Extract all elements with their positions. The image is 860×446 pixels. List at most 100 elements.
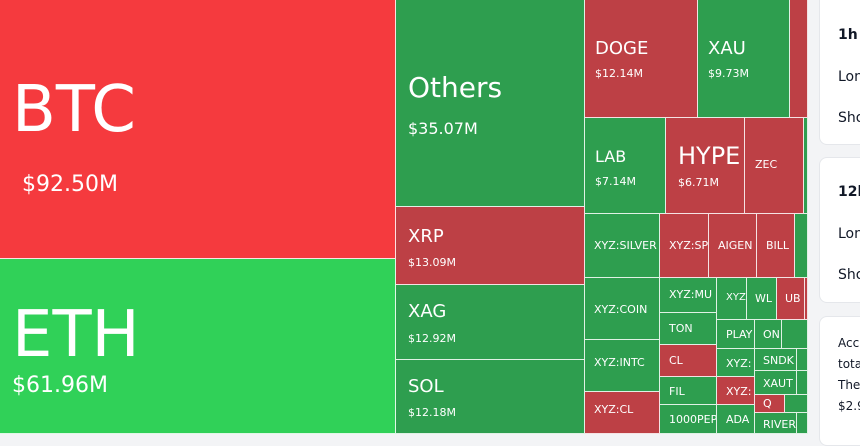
tile-sndk[interactable]: SNDK [755, 349, 797, 371]
tile-btc[interactable]: BTC $92.50M [0, 0, 396, 259]
tile-symbol: RIVER [763, 418, 797, 431]
tile-xag[interactable]: XAG $12.92M [396, 285, 585, 360]
tile-symbol: XYZ:SILVER [594, 239, 657, 252]
tile-symbol: CL [669, 354, 683, 367]
panel-short-label: Sho [838, 267, 860, 283]
tile-symbol: XYZ:SP [669, 239, 709, 252]
tile-symbol: ZEC [755, 158, 778, 171]
tile-xaut[interactable]: XAUT [755, 371, 797, 395]
tile-value: $12.92M [408, 332, 456, 345]
tile-eth[interactable]: ETH $61.96M [0, 259, 396, 434]
tile-xyz-mu[interactable]: XYZ:MU [660, 278, 717, 313]
tile-value: $12.18M [408, 406, 456, 419]
tile-unlabeled-e[interactable] [782, 320, 808, 349]
tile-symbol: 1000PEPE [669, 413, 717, 426]
tile-fil[interactable]: FIL [660, 377, 717, 405]
tile-sol[interactable]: SOL $12.18M [396, 360, 585, 434]
tile-symbol: AIGEN [718, 239, 753, 252]
tile-symbol: ADA [726, 413, 750, 426]
tile-play[interactable]: PLAY [717, 320, 755, 349]
tile-symbol: XYZ: [726, 292, 747, 303]
tile-symbol: WL [755, 292, 773, 305]
panel-12h: 12h Lon Sho [819, 157, 860, 303]
panel-title: 12h [838, 184, 860, 200]
tile-symbol: TON [669, 322, 693, 335]
tile-lab[interactable]: LAB $7.14M [585, 118, 666, 214]
tile-value: $92.50M [22, 172, 118, 197]
tile-unlabeled-b[interactable] [804, 118, 808, 214]
tile-xyz-sp[interactable]: XYZ:SP [660, 214, 709, 278]
info-line: Acc [838, 336, 860, 350]
tile-xau[interactable]: XAU $9.73M [698, 0, 790, 118]
tile-value: $12.14M [595, 67, 643, 80]
tile-symbol: FIL [669, 385, 685, 398]
tile-xyz-coin[interactable]: XYZ:COIN [585, 278, 660, 340]
tile-unlabeled-c[interactable] [795, 214, 808, 278]
info-line: The [838, 378, 860, 392]
panel-long-label: Lon [838, 226, 860, 242]
tile-symbol: XAG [408, 301, 447, 322]
tile-value: $35.07M [408, 119, 478, 138]
tile-xyz-b[interactable]: XYZ: [717, 349, 755, 377]
tile-symbol: XYZ: [726, 357, 752, 370]
tile-symbol: XAUT [763, 377, 793, 390]
tile-unlabeled-a[interactable] [790, 0, 808, 118]
tile-hype[interactable]: HYPE $6.71M [666, 118, 745, 214]
tile-ub[interactable]: UB [777, 278, 805, 320]
tile-value: $7.14M [595, 175, 636, 188]
info-line: $2.9 [838, 399, 860, 413]
tile-unlabeled-f[interactable] [797, 349, 808, 371]
tile-xyz-cl[interactable]: XYZ:CL [585, 392, 660, 434]
tile-on[interactable]: ON [755, 320, 782, 349]
tile-aigen[interactable]: AIGEN [709, 214, 757, 278]
tile-cl[interactable]: CL [660, 345, 717, 377]
tile-symbol: HYPE [678, 142, 741, 170]
tile-symbol: SOL [408, 376, 444, 397]
tile-xyz-c[interactable]: XYZ: [717, 377, 755, 405]
tile-unlabeled-d[interactable] [805, 278, 808, 320]
liquidation-treemap: BTC $92.50M ETH $61.96M Others $35.07M X… [0, 0, 808, 434]
tile-ton[interactable]: TON [660, 313, 717, 345]
panel-info: Acc tota The $2.9 [819, 316, 860, 446]
tile-xyz-silver[interactable]: XYZ:SILVER [585, 214, 660, 278]
tile-symbol: SNDK [763, 354, 794, 367]
tile-symbol: XYZ:INTC [594, 356, 645, 369]
tile-symbol: XYZ:CL [594, 403, 634, 416]
tile-symbol: Others [408, 71, 503, 104]
tile-xyz-a[interactable]: XYZ: [717, 278, 747, 320]
tile-wl[interactable]: WL [747, 278, 777, 320]
tile-value: $13.09M [408, 256, 456, 269]
panel-long-label: Lon [838, 69, 860, 85]
tile-value: $9.73M [708, 67, 749, 80]
tile-1000pepe[interactable]: 1000PEPE [660, 405, 717, 434]
panel-title: 1h [838, 27, 858, 43]
tile-bill[interactable]: BILL [757, 214, 795, 278]
tile-others[interactable]: Others $35.07M [396, 0, 585, 207]
tile-symbol: XYZ: [726, 385, 752, 398]
tile-symbol: XYZ:COIN [594, 303, 648, 316]
tile-symbol: LAB [595, 147, 627, 166]
tile-doge[interactable]: DOGE $12.14M [585, 0, 698, 118]
tile-unlabeled-i[interactable] [797, 413, 808, 434]
tile-symbol: BILL [766, 239, 790, 252]
tile-symbol: ON [763, 328, 780, 341]
tile-river[interactable]: RIVER [755, 413, 797, 434]
tile-xyz-intc[interactable]: XYZ:INTC [585, 340, 660, 392]
tile-symbol: Q [763, 397, 772, 410]
tile-unlabeled-g[interactable] [797, 371, 808, 395]
panel-1h: 1h Lon Sho [819, 0, 860, 145]
tile-q[interactable]: Q [755, 395, 785, 413]
tile-symbol: UB [785, 292, 801, 305]
tile-unlabeled-h[interactable] [785, 395, 808, 413]
tile-symbol: XRP [408, 226, 444, 247]
tile-symbol: DOGE [595, 38, 649, 59]
tile-zec[interactable]: ZEC [745, 118, 804, 214]
tile-value: $61.96M [12, 373, 108, 398]
tile-value: $6.71M [678, 176, 719, 189]
tile-symbol: BTC [12, 73, 136, 147]
tile-xrp[interactable]: XRP $13.09M [396, 207, 585, 285]
tile-symbol: PLAY [726, 328, 753, 341]
tile-symbol: XAU [708, 38, 746, 59]
tile-ada[interactable]: ADA [717, 405, 755, 434]
info-line: tota [838, 357, 860, 371]
